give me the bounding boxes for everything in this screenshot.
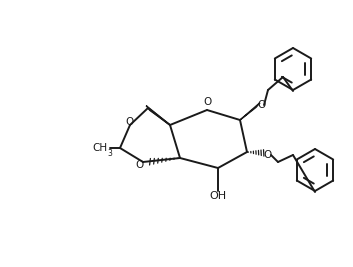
Polygon shape [240,103,260,120]
Text: O: O [203,97,211,107]
Text: O: O [264,150,272,160]
Text: CH: CH [92,143,108,153]
Text: OH: OH [209,191,227,201]
Text: 3: 3 [108,148,113,158]
Text: O: O [126,117,134,127]
Text: O: O [257,100,265,110]
Text: O: O [136,160,144,170]
Polygon shape [146,106,170,125]
